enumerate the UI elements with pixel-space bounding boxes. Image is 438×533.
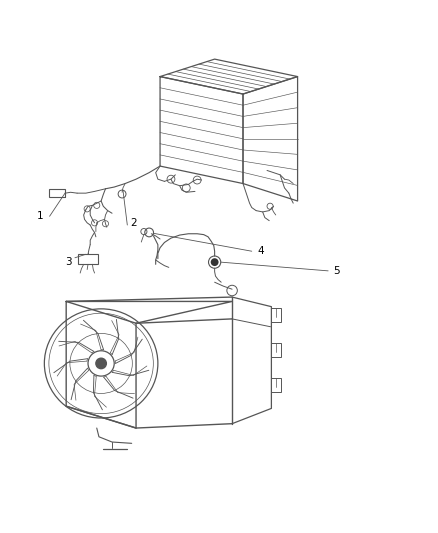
Bar (49, 189, 65, 197)
Text: 5: 5 (334, 266, 340, 276)
Text: 2: 2 (131, 218, 137, 228)
Text: 4: 4 (257, 246, 264, 256)
Circle shape (96, 358, 106, 369)
Bar (78, 254, 98, 264)
Bar (272, 309, 281, 322)
Text: 3: 3 (65, 257, 72, 267)
Bar (272, 378, 281, 392)
Circle shape (211, 258, 219, 266)
Text: 1: 1 (37, 211, 43, 221)
Bar (272, 343, 281, 357)
